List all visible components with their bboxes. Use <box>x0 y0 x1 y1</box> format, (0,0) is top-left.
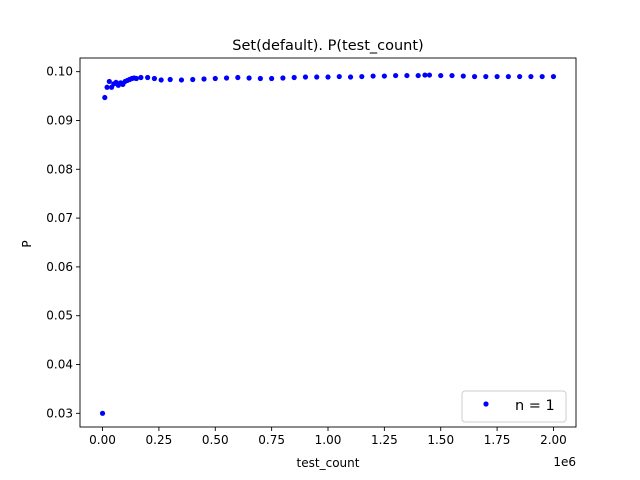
data-point <box>178 77 185 83</box>
data-point <box>460 73 466 79</box>
data-point <box>145 74 151 81</box>
x-tick-label: 0.00 <box>89 433 116 447</box>
data-point <box>449 72 455 79</box>
data-point <box>212 75 218 82</box>
y-tick-label: 0.10 <box>46 65 73 79</box>
data-point <box>280 75 286 81</box>
y-tick-label: 0.09 <box>46 113 73 127</box>
x-tick-label: 1.50 <box>427 433 454 447</box>
data-point <box>158 77 164 83</box>
data-point <box>190 76 196 83</box>
data-point <box>494 73 500 80</box>
y-tick-label: 0.05 <box>46 309 73 323</box>
y-tick-label: 0.04 <box>46 358 73 372</box>
data-point <box>314 74 320 80</box>
data-point <box>422 72 428 78</box>
data-point <box>381 73 387 79</box>
data-point <box>325 74 331 80</box>
legend-marker <box>483 401 489 407</box>
data-point <box>438 72 444 79</box>
data-point <box>528 73 534 80</box>
y-tick-label: 0.06 <box>46 260 73 274</box>
data-point <box>167 76 173 83</box>
data-point <box>102 94 108 101</box>
data-point <box>151 75 157 82</box>
data-point <box>393 72 399 79</box>
data-point <box>347 74 354 80</box>
y-tick-label: 0.08 <box>46 162 73 176</box>
data-point <box>550 73 557 80</box>
data-point <box>104 84 110 90</box>
data-point <box>426 72 433 78</box>
data-point <box>257 75 263 82</box>
y-tick-label: 0.03 <box>46 406 73 420</box>
data-point <box>539 73 545 80</box>
data-point <box>246 75 252 81</box>
data-point <box>517 73 523 80</box>
data-point <box>370 73 376 79</box>
plot-area <box>99 72 557 416</box>
data-point <box>291 74 297 81</box>
y-tick-label: 0.07 <box>46 211 73 225</box>
data-point <box>106 78 112 85</box>
data-point <box>133 75 139 82</box>
data-point <box>471 73 478 80</box>
data-point <box>404 72 410 79</box>
x-axis-label: test_count <box>297 456 360 470</box>
data-point <box>483 73 489 80</box>
axes: 0.00 0.25 0.50 0.75 1.00 1.25 1.50 1.75 2.00 0.03… <box>46 57 577 447</box>
data-point <box>336 73 342 80</box>
x-tick-label: 0.50 <box>202 433 229 447</box>
data-point <box>235 74 241 81</box>
data-point <box>269 75 275 82</box>
x-tick-label: 1.25 <box>371 433 398 447</box>
data-point <box>138 74 144 81</box>
data-point <box>223 75 230 81</box>
x-axis-offset-label: 1e6 <box>553 455 576 469</box>
legend-label: n = 1 <box>515 398 555 414</box>
chart-title: Set(default). P(test_count) <box>232 38 423 54</box>
x-tick-label: 0.75 <box>258 433 285 447</box>
legend: n = 1 <box>461 390 567 423</box>
x-tick-label: 1.00 <box>315 433 342 447</box>
data-point <box>302 74 309 80</box>
legend-frame <box>461 390 567 423</box>
x-tick-label: 1.75 <box>484 433 511 447</box>
data-point <box>359 73 365 80</box>
y-axis-label: P <box>20 240 34 247</box>
data-point <box>505 73 511 80</box>
x-tick-label: 2.00 <box>540 433 567 447</box>
data-point <box>415 72 421 79</box>
x-tick-label: 0.25 <box>146 433 173 447</box>
data-point <box>201 76 207 82</box>
data-point <box>99 410 106 416</box>
